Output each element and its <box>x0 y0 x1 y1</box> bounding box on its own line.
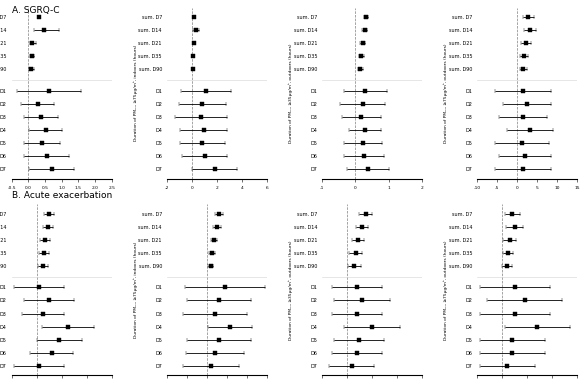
Y-axis label: Duration of PM₂.₅ ≥75μg/m³, indoors (hours): Duration of PM₂.₅ ≥75μg/m³, indoors (hou… <box>134 242 138 338</box>
Text: A. SGRQ-C: A. SGRQ-C <box>12 6 59 15</box>
Y-axis label: Duration of PM₂.₅ ≥35μg/m³, outdoors (hours): Duration of PM₂.₅ ≥35μg/m³, outdoors (ho… <box>289 240 293 340</box>
Y-axis label: Duration of PM₂.₅ ≥75μg/m³, outdoors (hours): Duration of PM₂.₅ ≥75μg/m³, outdoors (ho… <box>444 43 448 143</box>
Y-axis label: Duration of PM₂.₅ ≥35μg/m³, outdoors (hours): Duration of PM₂.₅ ≥35μg/m³, outdoors (ho… <box>289 43 293 143</box>
Y-axis label: Duration of PM₂.₅ ≥75μg/m³, indoors (hours): Duration of PM₂.₅ ≥75μg/m³, indoors (hou… <box>134 45 138 141</box>
Text: B. Acute exacerbation: B. Acute exacerbation <box>12 192 112 200</box>
Y-axis label: Duration of PM₂.₅ ≥75μg/m³, outdoors (hours): Duration of PM₂.₅ ≥75μg/m³, outdoors (ho… <box>444 240 448 340</box>
